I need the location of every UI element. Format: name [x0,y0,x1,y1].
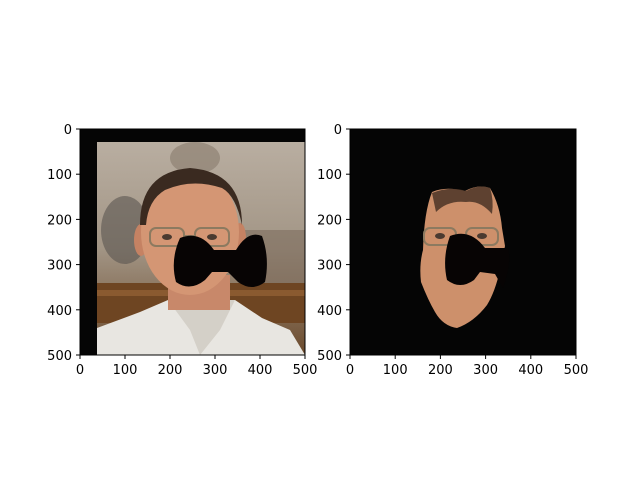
y-tick-label-left-3: 300 [47,259,72,274]
y-tick-label-right-3: 300 [317,259,342,274]
y-tick-label-left-5: 500 [47,349,72,364]
axes-frame-left [79,128,306,356]
y-tick-label-left-1: 100 [47,168,72,183]
y-tick-label-left-2: 200 [47,213,72,228]
x-tick-label-left-0: 0 [76,363,84,378]
y-tick-label-right-4: 400 [317,304,342,319]
x-tick-label-right-4: 400 [518,363,543,378]
x-tick-label-right-1: 100 [383,363,408,378]
x-tick-label-right-5: 500 [564,363,589,378]
axis-ticks-right: 0 100 200 300 400 500 0 100 200 300 400 500 [317,123,588,378]
y-tick-label-right-0: 0 [334,123,342,138]
y-tick-label-right-2: 200 [317,213,342,228]
x-tick-label-left-2: 200 [158,363,183,378]
y-tick-label-right-1: 100 [317,168,342,183]
x-tick-label-right-3: 300 [473,363,498,378]
axes-frame-right [349,128,577,356]
x-tick-label-right-2: 200 [428,363,453,378]
axis-ticks-left: 0 100 200 300 400 500 0 100 200 300 400 500 [47,123,317,378]
image-panel-segmented [350,129,576,355]
x-tick-label-right-0: 0 [346,363,354,378]
y-tick-label-right-5: 500 [317,349,342,364]
x-tick-label-left-4: 400 [248,363,273,378]
x-tick-label-left-5: 500 [293,363,318,378]
x-tick-label-left-1: 100 [113,363,138,378]
x-tick-label-left-3: 300 [203,363,228,378]
image-panel-original [80,129,305,355]
y-tick-label-left-0: 0 [64,123,72,138]
y-tick-label-left-4: 400 [47,304,72,319]
